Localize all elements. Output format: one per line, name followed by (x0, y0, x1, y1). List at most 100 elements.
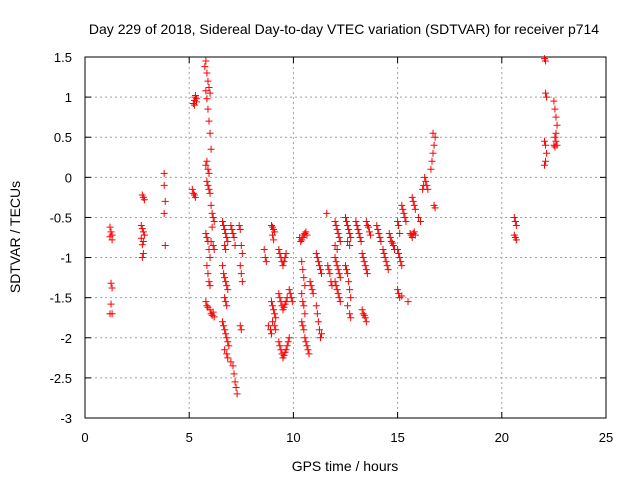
data-point (189, 100, 197, 108)
data-point (206, 89, 214, 97)
data-point (344, 302, 352, 310)
data-point (376, 234, 384, 241)
data-point (223, 334, 231, 342)
data-point (303, 231, 311, 239)
data-point (138, 254, 146, 262)
data-point (219, 217, 227, 225)
data-point (331, 254, 339, 262)
data-point (220, 322, 228, 330)
data-point (282, 250, 290, 258)
data-point (298, 290, 306, 298)
data-point (276, 250, 284, 258)
data-point (333, 225, 341, 233)
data-point (106, 223, 114, 231)
data-point (298, 258, 306, 266)
data-point (427, 165, 435, 173)
data-point (203, 302, 211, 310)
data-point (542, 57, 550, 65)
data-point (402, 217, 410, 225)
data-point (387, 238, 395, 246)
data-point (220, 270, 228, 278)
data-point (190, 101, 198, 109)
plot-frame (84, 56, 607, 419)
data-point (381, 254, 389, 262)
data-point (315, 326, 323, 334)
data-point (411, 205, 419, 213)
data-point (283, 342, 291, 350)
data-points (106, 55, 561, 398)
data-point (423, 181, 431, 189)
data-point (397, 258, 405, 266)
data-point (207, 201, 215, 209)
data-point (383, 262, 391, 270)
data-point (238, 278, 246, 286)
data-point (347, 234, 355, 241)
data-point (203, 234, 211, 241)
data-point (512, 236, 520, 244)
data-point (204, 105, 212, 113)
data-point (209, 213, 217, 221)
data-point (346, 229, 354, 237)
data-point (409, 197, 417, 205)
data-point (331, 217, 339, 225)
data-point (386, 234, 394, 241)
data-point (314, 318, 322, 326)
data-point (312, 250, 320, 258)
data-point (202, 57, 210, 65)
data-point (543, 149, 551, 157)
data-point (398, 201, 406, 209)
data-point (221, 294, 229, 302)
data-point (209, 242, 217, 250)
data-point (202, 229, 210, 237)
data-point (270, 306, 278, 314)
data-point (312, 302, 320, 310)
data-point (363, 270, 371, 278)
data-point (398, 292, 406, 300)
data-point (270, 236, 278, 244)
data-point (219, 318, 227, 326)
data-point (551, 105, 559, 113)
data-point (229, 362, 237, 370)
data-point (204, 77, 212, 85)
data-point (345, 225, 353, 233)
data-point (373, 221, 381, 229)
data-point (139, 228, 147, 236)
data-point (160, 169, 168, 177)
data-point (224, 238, 232, 246)
data-point (233, 390, 241, 398)
data-point (404, 298, 412, 306)
data-point (352, 217, 360, 225)
data-point (138, 241, 146, 249)
data-point (354, 225, 362, 233)
data-point (262, 258, 270, 266)
data-point (222, 330, 230, 338)
y-tick-label: -3 (60, 411, 72, 426)
data-point (276, 342, 284, 350)
data-point (553, 121, 561, 129)
data-point (431, 133, 439, 141)
data-point (188, 185, 196, 193)
data-point (428, 157, 436, 165)
data-point (430, 141, 438, 149)
data-point (363, 221, 371, 229)
data-point (308, 286, 316, 294)
x-tick-label: 15 (390, 430, 404, 445)
data-point (550, 97, 558, 105)
data-point (325, 266, 333, 274)
data-point (542, 157, 550, 165)
data-point (551, 133, 559, 141)
data-point (309, 290, 317, 298)
data-point (297, 238, 305, 246)
data-point (268, 330, 276, 338)
data-point (269, 318, 277, 326)
data-point (271, 322, 279, 330)
data-point (280, 351, 288, 359)
data-point (377, 238, 385, 246)
data-point (191, 193, 199, 201)
data-point (161, 197, 169, 205)
x-tick-labels: 0 5 10 15 20 25 (81, 430, 613, 445)
data-point (301, 310, 309, 318)
data-point (358, 306, 366, 314)
